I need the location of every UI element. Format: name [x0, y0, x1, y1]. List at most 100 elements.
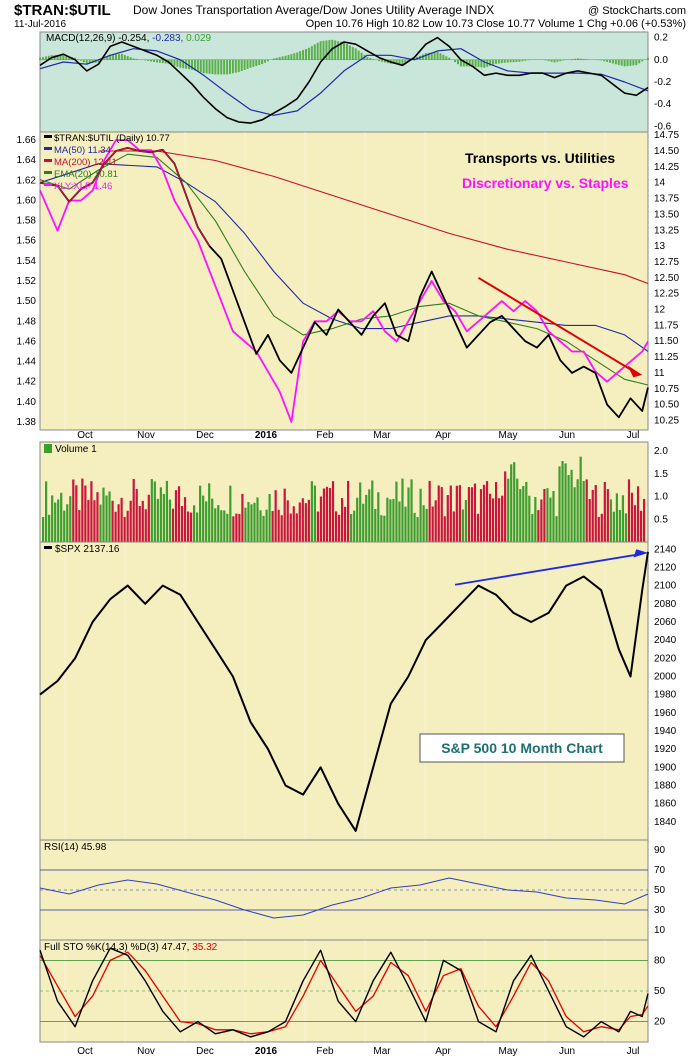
macd-histogram-bar	[217, 59, 220, 75]
volume-bar	[256, 497, 259, 542]
macd-histogram-bar	[188, 59, 191, 70]
macd-histogram-bar	[62, 55, 65, 60]
chart-watermark: @ StockCharts.com	[588, 5, 686, 17]
rsi-y-tick: 10	[654, 925, 666, 936]
volume-bar	[359, 482, 362, 542]
macd-histogram-bar	[459, 59, 462, 67]
volume-bar	[570, 469, 573, 542]
volume-bar	[93, 500, 96, 542]
volume-bar	[630, 492, 634, 542]
x-axis-month-label-bottom: Mar	[373, 1046, 391, 1057]
volume-bar	[280, 515, 283, 542]
macd-histogram-bar	[635, 59, 638, 66]
price-right-y-tick: 14.75	[654, 130, 679, 141]
volume-bar	[69, 496, 72, 542]
macd-histogram-bar	[319, 41, 322, 60]
macd-histogram-bar	[293, 53, 296, 60]
volume-bar	[72, 479, 75, 542]
volume-bar	[123, 516, 126, 542]
macd-histogram-bar	[603, 59, 606, 62]
spx-y-tick: 2060	[654, 617, 677, 628]
macd-histogram-bar	[524, 59, 527, 61]
spx-y-tick: 2020	[654, 653, 677, 664]
volume-bar	[208, 483, 211, 542]
macd-histogram-bar	[611, 59, 614, 64]
macd-histogram-bar	[413, 58, 416, 60]
volume-bar	[51, 495, 54, 542]
spx-y-tick: 1980	[654, 690, 677, 701]
macd-histogram-bar	[44, 56, 47, 60]
volume-bar	[597, 516, 600, 542]
macd-histogram-bar	[191, 59, 193, 70]
volume-bar	[322, 488, 326, 542]
spx-y-tick: 1860	[654, 799, 677, 810]
volume-bar	[606, 489, 609, 542]
macd-histogram-bar	[299, 51, 302, 60]
volume-bar	[591, 489, 594, 542]
macd-histogram-bar	[123, 54, 126, 60]
macd-label-part: 0.029	[186, 33, 211, 44]
spx-y-tick: 1840	[654, 817, 677, 828]
macd-histogram-bar	[351, 46, 354, 60]
price-right-y-tick: 13.75	[654, 194, 679, 205]
volume-bar	[627, 479, 631, 542]
volume-bar	[434, 500, 437, 542]
macd-histogram-bar	[302, 50, 305, 60]
volume-bar	[615, 493, 618, 542]
volume-y-tick: 1.5	[654, 469, 668, 480]
volume-bar	[440, 487, 443, 542]
volume-bar	[476, 513, 480, 542]
macd-histogram-bar	[229, 59, 231, 74]
volume-bar	[135, 489, 138, 542]
volume-bar	[443, 516, 446, 542]
spx-annotation-box	[419, 733, 625, 763]
volume-bar	[189, 512, 193, 542]
macd-histogram-bar	[383, 59, 386, 63]
macd-label-part: -0.283,	[152, 33, 186, 44]
x-axis-month-label: Dec	[196, 430, 214, 441]
volume-bar	[374, 508, 377, 542]
macd-histogram-bar	[328, 40, 331, 60]
price-left-y-tick: 1.64	[17, 155, 37, 166]
sto-label-part: 35.32	[192, 942, 217, 953]
macd-histogram-bar	[144, 59, 147, 61]
macd-histogram-bar	[471, 59, 474, 67]
volume-bar	[495, 482, 498, 542]
volume-bar	[168, 499, 172, 542]
volume-bar	[141, 500, 144, 542]
volume-bar	[422, 505, 425, 542]
price-left-y-tick: 1.48	[17, 316, 37, 327]
volume-bar	[437, 485, 440, 542]
volume-bar	[307, 499, 310, 542]
macd-histogram-bar	[436, 51, 439, 60]
price-series-ma-200-	[98, 150, 649, 285]
macd-histogram-bar	[255, 59, 258, 66]
macd-histogram-bar	[97, 59, 100, 63]
volume-bar	[337, 514, 341, 542]
price-legend-entry: $TRAN:$UTIL (Daily) 10.77	[54, 133, 170, 144]
macd-histogram-bar	[112, 54, 115, 60]
volume-y-tick: 1.0	[654, 492, 668, 503]
volume-bar	[253, 502, 256, 542]
volume-bar	[277, 509, 280, 542]
volume-bar	[180, 506, 184, 542]
macd-histogram-bar	[310, 46, 313, 60]
macd-histogram-bar	[606, 59, 609, 62]
price-right-y-tick: 12.50	[654, 273, 679, 284]
price-left-y-tick: 1.66	[17, 135, 37, 146]
macd-histogram-bar	[158, 59, 161, 63]
price-left-y-tick: 1.62	[17, 175, 37, 186]
macd-histogram-bar	[41, 57, 44, 60]
macd-histogram-bar	[354, 48, 357, 60]
macd-histogram-bar	[345, 43, 348, 60]
macd-histogram-bar	[442, 54, 445, 60]
volume-bar	[114, 511, 117, 542]
volume-bar	[87, 499, 90, 542]
x-axis-month-label-bottom: Jun	[559, 1046, 575, 1057]
legend-swatch	[44, 183, 52, 186]
sto-y-tick: 80	[654, 955, 666, 966]
macd-histogram-bar	[474, 59, 477, 67]
volume-bar	[162, 493, 165, 542]
volume-bar	[416, 516, 419, 542]
x-axis-month-label: Jul	[627, 430, 640, 441]
